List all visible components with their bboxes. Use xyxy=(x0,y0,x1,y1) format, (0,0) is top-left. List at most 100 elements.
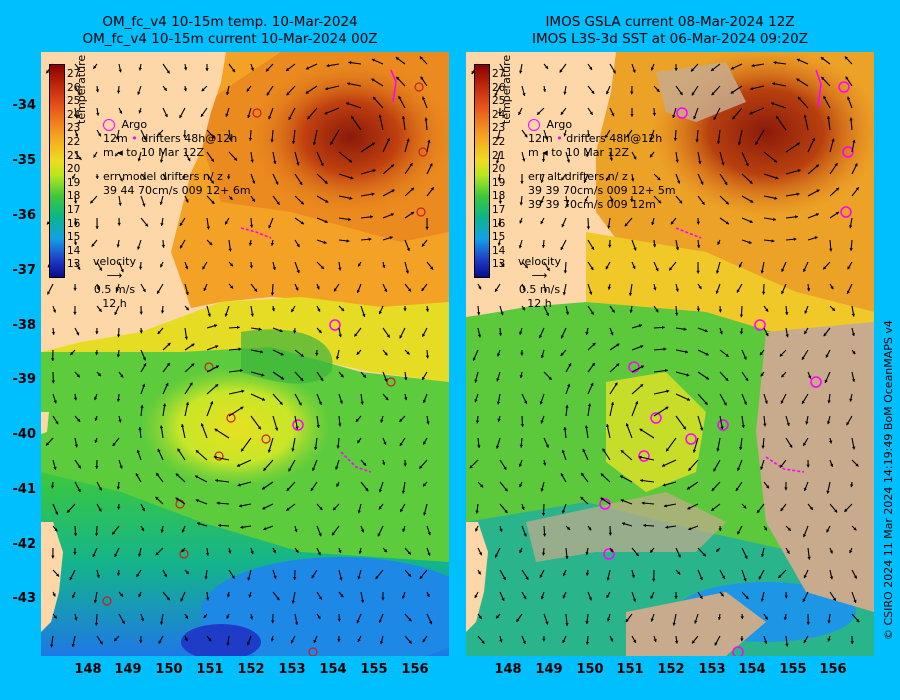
lat-label: -37 xyxy=(12,263,37,278)
velocity-legend: velocity ⟶ 0.5 m/s 12 h xyxy=(518,255,561,311)
legend-drifters-date: to 10 Mar 12Z xyxy=(551,146,630,159)
legend-drifters-m: m xyxy=(528,146,539,159)
lon-label: 152 xyxy=(657,662,685,677)
lon-label: 154 xyxy=(319,662,347,677)
credit-text: © CSIRO 2024 11 Mar 2024 14:19:49 BoM Oc… xyxy=(882,320,895,640)
colorbar-tick: 26 xyxy=(492,81,506,94)
lon-label: 150 xyxy=(155,662,183,677)
colorbar-tick: 20 xyxy=(492,163,506,176)
lon-label: 153 xyxy=(278,662,306,677)
colorbar-tick: 23 xyxy=(67,122,81,135)
legend-err-line1: err alt drifters n/ z xyxy=(528,170,628,183)
lon-label: 152 xyxy=(237,662,265,677)
left-title-line1: OM_fc_v4 10-15m temp. 10-Mar-2024 xyxy=(102,14,358,30)
right-title-line2: IMOS L3S-3d SST at 06-Mar-2024 09:20Z xyxy=(532,31,808,47)
lon-label: 154 xyxy=(738,662,766,677)
lon-label: 156 xyxy=(819,662,847,677)
colorbar-tick: 17 xyxy=(67,204,81,216)
velocity-title: velocity xyxy=(518,255,561,268)
lat-label: -35 xyxy=(12,153,37,168)
colorbar-tick: 21 xyxy=(492,149,506,162)
legend-drifters: drifters 48h@12h xyxy=(141,132,238,145)
left-map-image xyxy=(41,52,449,656)
legend-drifters-depth: 12m xyxy=(103,132,128,145)
colorbar-tick: 14 xyxy=(492,244,506,257)
colorbar-tick: 26 xyxy=(67,81,81,94)
colorbar-tick: 24 xyxy=(492,108,506,121)
lon-label: 155 xyxy=(779,662,807,677)
lat-label: -42 xyxy=(12,537,37,552)
lon-label: 151 xyxy=(616,662,644,677)
velocity-legend: velocity ⟶ 0.5 m/s 12 h xyxy=(93,255,136,311)
drifter-icon: • xyxy=(131,132,138,145)
lon-label: 156 xyxy=(401,662,429,677)
right-map-image xyxy=(466,52,874,656)
right-map-panel[interactable]: temperature (C) Argo 12m • drifters 48h@… xyxy=(466,52,874,656)
lon-label: 148 xyxy=(74,662,102,677)
drifter-icon: • xyxy=(556,132,563,145)
colorbar-tick: 16 xyxy=(492,217,506,230)
left-panel-title: OM_fc_v4 10-15m temp. 10-Mar-2024 OM_fc_… xyxy=(20,14,440,48)
velocity-time: 12 h xyxy=(102,297,127,310)
legend-err-line2: 39 39 70cm/s 009 12+ 5m xyxy=(528,184,676,197)
velocity-speed: 0.5 m/s xyxy=(518,283,561,296)
lon-label: 153 xyxy=(698,662,726,677)
colorbar-tick: 15 xyxy=(67,231,81,244)
colorbar xyxy=(49,64,65,278)
colorbar-tick: 19 xyxy=(492,176,506,189)
legend-err-line1: err model drifters n/ z xyxy=(103,170,223,183)
legend-err-line2: 39 44 70cm/s 009 12+ 6m xyxy=(103,184,251,197)
lon-label: 149 xyxy=(114,662,142,677)
lon-label: 148 xyxy=(494,662,522,677)
colorbar-tick: 19 xyxy=(67,176,81,189)
legend-drifters: drifters 48h@12h xyxy=(566,132,663,145)
colorbar-tick: 22 xyxy=(492,136,506,148)
colorbar-tick: 13 xyxy=(67,258,81,271)
left-map-panel[interactable]: temperature (C) Argo 12m • drifters 48h@… xyxy=(41,52,449,656)
colorbar-tick: 15 xyxy=(492,231,506,244)
lat-label: -43 xyxy=(12,591,37,606)
colorbar-tick: 20 xyxy=(67,163,81,176)
legend-drifters-m: m xyxy=(103,146,114,159)
colorbar-tick: 17 xyxy=(492,204,506,216)
right-legend: Argo 12m • drifters 48h@12h m ◂ to 10 Ma… xyxy=(528,118,676,212)
right-title-line1: IMOS GSLA current 08-Mar-2024 12Z xyxy=(545,14,795,30)
colorbar xyxy=(474,64,490,278)
lon-label: 149 xyxy=(535,662,563,677)
velocity-time: 12 h xyxy=(527,297,552,310)
legend-drifters-date: to 10 Mar 12Z xyxy=(126,146,205,159)
colorbar-tick: 21 xyxy=(67,149,81,162)
velocity-arrow-icon: ⟶ xyxy=(106,269,123,282)
drifter-arrow-icon: ◂ xyxy=(542,146,548,159)
colorbar-tick: 23 xyxy=(492,122,506,135)
argo-ring-icon xyxy=(528,119,540,131)
lat-label: -34 xyxy=(12,98,37,113)
left-title-line2: OM_fc_v4 10-15m current 10-Mar-2024 00Z xyxy=(82,31,378,47)
velocity-title: velocity xyxy=(93,255,136,268)
legend-err-line3: 39 39 70cm/s 009 12m xyxy=(528,198,656,211)
colorbar-tick: 18 xyxy=(492,190,506,203)
lat-label: -39 xyxy=(12,372,37,387)
colorbar-tick: 27 xyxy=(492,68,506,80)
drifter-arrow-icon: ◂ xyxy=(117,146,123,159)
lat-label: -41 xyxy=(12,482,37,497)
lat-label: -38 xyxy=(12,318,37,333)
legend-argo: Argo xyxy=(121,118,148,131)
current-vector-field xyxy=(45,56,435,648)
colorbar-tick: 27 xyxy=(67,68,81,80)
velocity-speed: 0.5 m/s xyxy=(93,283,136,296)
colorbar-tick: 18 xyxy=(67,190,81,203)
colorbar-tick: 25 xyxy=(67,95,81,108)
lat-label: -36 xyxy=(12,208,37,223)
legend-argo: Argo xyxy=(546,118,573,131)
colorbar-tick: 13 xyxy=(492,258,506,271)
argo-ring-icon xyxy=(103,119,115,131)
colorbar-tick: 24 xyxy=(67,108,81,121)
colorbar-tick: 16 xyxy=(67,217,81,230)
lon-label: 155 xyxy=(360,662,388,677)
velocity-arrow-icon: ⟶ xyxy=(531,269,548,282)
colorbar-tick: 25 xyxy=(492,95,506,108)
colorbar-tick: 22 xyxy=(67,136,81,148)
right-panel-title: IMOS GSLA current 08-Mar-2024 12Z IMOS L… xyxy=(460,14,880,48)
left-legend: Argo 12m • drifters 48h@12h m ◂ to 10 Ma… xyxy=(103,118,251,198)
